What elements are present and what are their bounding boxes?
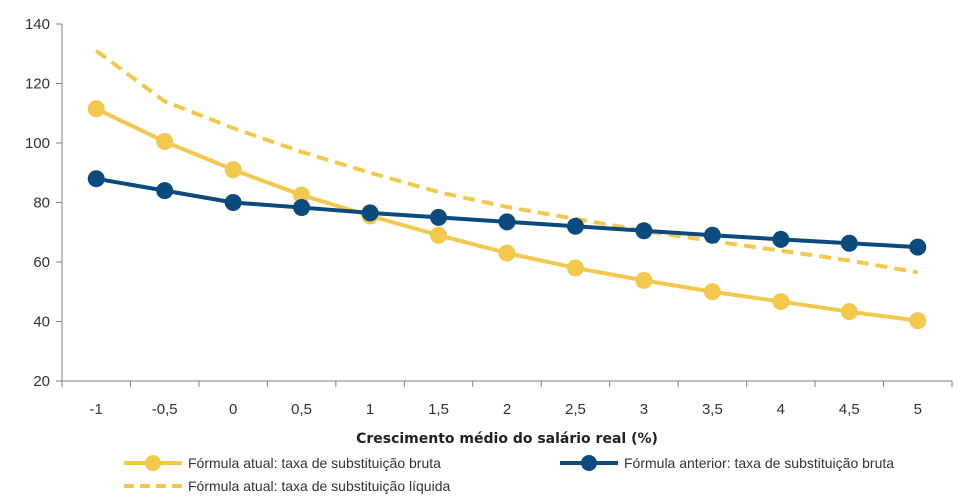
x-tick-label: 3 — [640, 401, 648, 418]
legend-item: Fórmula anterior: taxa de substituição b… — [560, 455, 894, 471]
data-point — [293, 186, 311, 204]
data-point — [566, 217, 584, 235]
y-tick-label: 140 — [25, 16, 50, 33]
data-point — [909, 238, 927, 256]
y-tick-label: 80 — [33, 195, 50, 212]
x-tick-label: -0,5 — [152, 401, 178, 418]
data-point — [909, 312, 927, 330]
x-tick-label: 1,5 — [428, 401, 449, 418]
legend-swatch-marker — [145, 455, 161, 471]
series-3 — [95, 49, 919, 275]
data-point — [156, 133, 174, 151]
legend-label: Fórmula anterior: taxa de substituição b… — [624, 455, 894, 471]
data-point — [87, 100, 105, 118]
legend-label: Fórmula atual: taxa de substituição líqu… — [188, 478, 450, 494]
y-tick-label: 100 — [25, 135, 50, 152]
data-point — [293, 199, 311, 217]
data-point — [498, 244, 516, 262]
x-tick-label: 5 — [914, 401, 922, 418]
series-line — [95, 49, 919, 275]
series-1 — [87, 100, 927, 330]
x-tick-label: -1 — [90, 401, 103, 418]
data-point — [840, 234, 858, 252]
data-point — [703, 226, 721, 244]
x-axis-title: Crescimento médio do salário real (%) — [356, 431, 658, 447]
x-tick-label: 1 — [366, 401, 374, 418]
x-tick-label: 3,5 — [702, 401, 723, 418]
series-2 — [87, 170, 927, 256]
data-point — [772, 230, 790, 248]
y-tick-label: 20 — [33, 373, 50, 390]
legend: Fórmula atual: taxa de substituição brut… — [124, 455, 894, 494]
x-axis: -1 -0,5 0 0,5 1 1,5 2 2,5 3 3,5 4 4,5 5 — [61, 380, 953, 418]
data-point — [430, 226, 448, 244]
x-tick-label: 0,5 — [291, 401, 312, 418]
data-point — [772, 293, 790, 311]
x-tick-label: 0 — [229, 401, 237, 418]
series-layer — [87, 49, 927, 330]
legend-swatch-marker — [581, 455, 597, 471]
legend-label: Fórmula atual: taxa de substituição brut… — [188, 455, 441, 471]
series-line — [95, 176, 918, 250]
x-tick-label: 2 — [503, 401, 511, 418]
data-point — [566, 259, 584, 277]
data-point — [840, 303, 858, 321]
y-tick-label: 40 — [33, 314, 50, 331]
data-point — [703, 283, 721, 301]
y-tick-label: 60 — [33, 254, 50, 271]
data-point — [87, 170, 105, 188]
data-point — [361, 204, 379, 222]
x-tick-label: 4,5 — [839, 401, 860, 418]
data-point — [224, 161, 242, 179]
data-point — [156, 182, 174, 200]
data-point — [635, 271, 653, 289]
data-point — [430, 208, 448, 226]
data-point — [498, 213, 516, 231]
y-tick-label: 120 — [25, 76, 50, 93]
y-axis: 20 40 60 80 100 120 140 — [25, 16, 63, 390]
x-tick-label: 2,5 — [565, 401, 586, 418]
x-tick-label: 4 — [777, 401, 785, 418]
legend-item: Fórmula atual: taxa de substituição brut… — [124, 455, 441, 471]
data-point — [635, 222, 653, 240]
legend-item: Fórmula atual: taxa de substituição líqu… — [124, 478, 450, 494]
data-point — [224, 194, 242, 211]
